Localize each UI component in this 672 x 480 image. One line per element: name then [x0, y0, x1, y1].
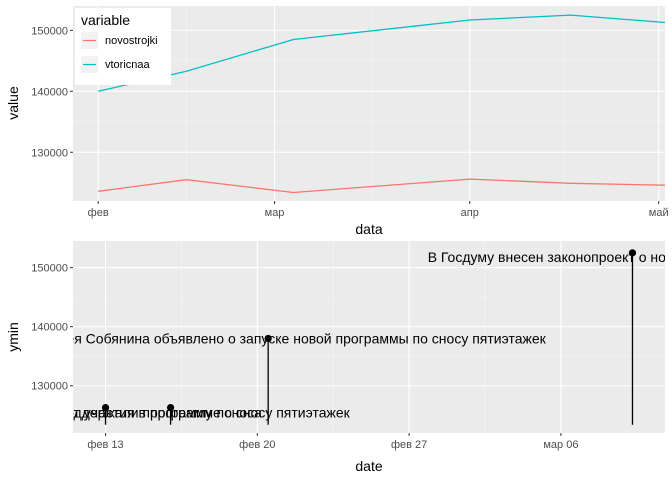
- event-point: [264, 334, 272, 343]
- x-tick-label: май: [649, 207, 669, 219]
- top-plot-background: [73, 6, 665, 201]
- bottom-events-group: ласть отказалась от участия в программе …: [0, 249, 672, 425]
- bottom-y-axis-title: ymin: [5, 322, 21, 352]
- top-series-group: [98, 14, 665, 194]
- y-tick-label: 130000: [31, 147, 68, 159]
- bottom-grid: [73, 241, 665, 433]
- legend-label-vtoricnaa: vtoricnaa: [105, 59, 151, 71]
- bottom-chart-panel: ласть отказалась от участия в программе …: [0, 241, 672, 474]
- x-tick-label: фев 20: [239, 439, 275, 451]
- x-tick-label: фев 27: [391, 439, 427, 451]
- legend-item-vtoricnaa: vtoricnaa: [81, 56, 151, 73]
- bottom-plot-background: [73, 241, 665, 433]
- bottom-x-tick-labels: фев 13 фев 20 фев 27 мар 06: [87, 433, 578, 451]
- top-x-tick-labels: фев мар апр май: [88, 201, 669, 219]
- x-tick-label: фев 13: [87, 439, 123, 451]
- legend: variable novostrojki vtoricnaa: [75, 8, 171, 85]
- legend-title: variable: [81, 12, 130, 28]
- top-x-axis-title: data: [355, 221, 382, 237]
- y-tick-label: 150000: [31, 25, 68, 37]
- x-tick-label: фев: [88, 207, 109, 219]
- y-tick-label: 140000: [31, 322, 68, 334]
- event-label: тина и Сергея Собянина объявлено о запус…: [0, 330, 547, 346]
- bottom-x-axis-title: date: [355, 458, 382, 474]
- top-y-axis-title: value: [5, 86, 21, 120]
- event-label: ласть отказалась от участия в программе …: [0, 404, 262, 420]
- top-chart-panel: 130000 140000 150000 фев мар апр май data val…: [5, 6, 669, 237]
- legend-label-novostrojki: novostrojki: [105, 35, 158, 47]
- y-tick-label: 140000: [31, 86, 68, 98]
- event-label: В Госдуму внесен законопроект о новой пр…: [428, 249, 672, 265]
- top-y-tick-labels: 130000 140000 150000: [31, 25, 73, 159]
- event-label: Москвичи поддержали программу по сносу п…: [0, 404, 351, 420]
- bottom-y-tick-labels: 130000 140000 150000: [31, 263, 73, 393]
- x-tick-label: мар: [265, 207, 285, 219]
- y-tick-label: 150000: [31, 263, 68, 275]
- y-tick-label: 130000: [31, 381, 68, 393]
- event-point: [628, 249, 637, 257]
- event-point: [166, 403, 175, 412]
- legend-item-novostrojki: novostrojki: [81, 32, 158, 49]
- event-point: [101, 403, 110, 412]
- series-line-vtoricnaa: [98, 14, 665, 92]
- x-tick-label: мар 06: [543, 439, 578, 451]
- series-line-novostrojki: [98, 178, 665, 194]
- x-tick-label: апр: [461, 207, 479, 219]
